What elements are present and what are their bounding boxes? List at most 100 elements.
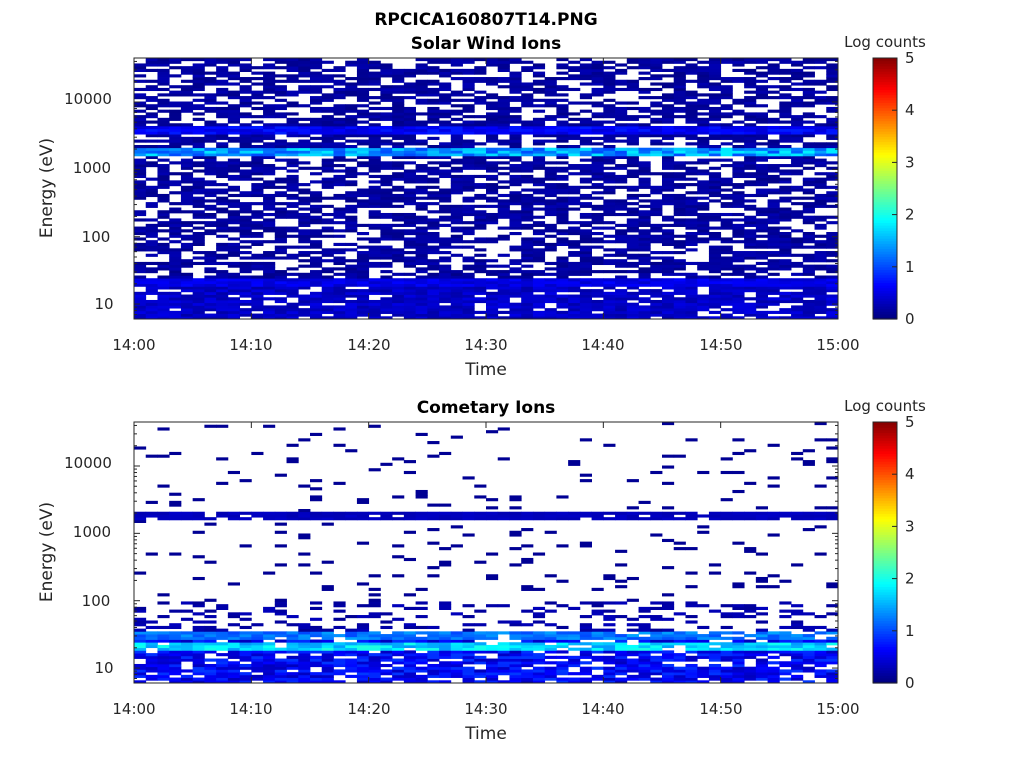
heatmap-cell bbox=[392, 294, 405, 298]
heatmap-cell bbox=[227, 212, 240, 217]
heatmap-cell bbox=[157, 267, 170, 271]
heatmap-cell bbox=[321, 147, 334, 151]
heatmap-cell bbox=[180, 210, 194, 214]
heatmap-cell bbox=[755, 270, 768, 274]
heatmap-cell bbox=[826, 147, 839, 151]
heatmap-cell bbox=[497, 101, 510, 105]
heatmap-cell bbox=[427, 120, 440, 124]
heatmap-cell bbox=[157, 169, 170, 173]
heatmap-cell bbox=[767, 204, 780, 208]
heatmap-cell bbox=[685, 302, 698, 306]
heatmap-cell bbox=[356, 291, 370, 295]
heatmap-cell bbox=[427, 172, 440, 176]
heatmap-cell bbox=[321, 185, 334, 189]
heatmap-cell bbox=[662, 150, 675, 154]
heatmap-cell bbox=[626, 226, 639, 230]
heatmap-cell bbox=[474, 183, 487, 187]
heatmap-cell bbox=[556, 85, 569, 89]
heatmap-cell bbox=[286, 180, 299, 184]
heatmap-cell bbox=[673, 183, 686, 187]
heatmap-cell bbox=[720, 251, 733, 255]
heatmap-cell bbox=[814, 215, 827, 219]
heatmap-cell bbox=[708, 212, 722, 217]
heatmap-cell bbox=[310, 142, 323, 146]
heatmap-cell bbox=[638, 669, 651, 673]
heatmap-cell bbox=[685, 240, 698, 244]
heatmap-cell bbox=[251, 147, 264, 151]
colorbar-cell bbox=[873, 206, 897, 210]
heatmap-cell bbox=[345, 642, 358, 646]
colorbar-cell bbox=[873, 131, 897, 135]
heatmap-cell bbox=[145, 313, 158, 317]
heatmap-cell bbox=[755, 74, 768, 78]
heatmap-cell bbox=[427, 642, 440, 646]
heatmap-cell bbox=[427, 166, 440, 170]
colorbar-cell bbox=[873, 128, 897, 132]
heatmap-cell bbox=[333, 117, 346, 121]
heatmap-cell bbox=[345, 310, 358, 314]
heatmap-cell bbox=[321, 79, 334, 83]
heatmap-cell bbox=[509, 142, 522, 146]
heatmap-cell bbox=[286, 639, 299, 643]
heatmap-cell bbox=[427, 305, 440, 309]
heatmap-cell bbox=[415, 207, 428, 211]
heatmap-cell bbox=[662, 677, 675, 681]
heatmap-cell bbox=[509, 663, 522, 668]
heatmap-cell bbox=[720, 221, 733, 225]
heatmap-cell bbox=[321, 117, 334, 121]
heatmap-cell bbox=[462, 120, 475, 124]
heatmap-cell bbox=[216, 58, 229, 62]
heatmap-cell bbox=[356, 642, 370, 646]
heatmap-cell bbox=[744, 232, 757, 236]
heatmap-cell bbox=[697, 139, 710, 143]
heatmap-cell bbox=[310, 294, 323, 298]
heatmap-cell bbox=[568, 131, 581, 135]
heatmap-cell bbox=[673, 289, 686, 293]
heatmap-cell bbox=[579, 109, 592, 113]
heatmap-cell bbox=[439, 286, 452, 290]
heatmap-cell bbox=[345, 139, 358, 143]
heatmap-cell bbox=[427, 58, 440, 62]
heatmap-cell bbox=[251, 177, 264, 181]
heatmap-cell bbox=[263, 134, 276, 138]
heatmap-cell bbox=[532, 316, 546, 320]
heatmap-cell bbox=[509, 58, 522, 62]
heatmap-cell bbox=[767, 661, 780, 665]
heatmap-cell bbox=[697, 85, 710, 89]
heatmap-cell bbox=[450, 145, 463, 149]
heatmap-cell bbox=[157, 223, 170, 227]
heatmap-cell bbox=[450, 136, 463, 140]
heatmap-cell bbox=[568, 145, 581, 149]
heatmap-cell bbox=[521, 308, 534, 312]
heatmap-cell bbox=[157, 221, 170, 225]
heatmap-cell bbox=[486, 294, 499, 298]
heatmap-cell bbox=[755, 642, 768, 646]
heatmap-cell bbox=[497, 131, 510, 135]
heatmap-cell bbox=[392, 650, 405, 654]
heatmap-cell bbox=[380, 191, 393, 195]
heatmap-cell bbox=[755, 66, 768, 70]
heatmap-cell bbox=[603, 259, 616, 263]
heatmap-cell bbox=[321, 234, 334, 238]
heatmap-cell bbox=[826, 71, 839, 75]
heatmap-cell bbox=[638, 234, 651, 238]
heatmap-cell bbox=[251, 232, 264, 236]
heatmap-cell bbox=[708, 264, 722, 268]
y-tick-label: 100 bbox=[82, 228, 111, 246]
heatmap-cell bbox=[697, 185, 710, 189]
heatmap-cell bbox=[497, 283, 510, 287]
heatmap-cell bbox=[239, 112, 252, 116]
heatmap-cell bbox=[204, 672, 217, 676]
heatmap-cell bbox=[333, 663, 346, 668]
heatmap-cell bbox=[192, 302, 205, 306]
heatmap-cell bbox=[532, 199, 546, 203]
heatmap-cell bbox=[509, 180, 522, 184]
heatmap-cell bbox=[779, 180, 792, 184]
heatmap-cell bbox=[380, 642, 393, 646]
heatmap-cell bbox=[744, 256, 757, 260]
heatmap-cell bbox=[450, 174, 463, 179]
heatmap-cell bbox=[591, 674, 604, 678]
heatmap-cell bbox=[392, 142, 405, 146]
heatmap-cell bbox=[486, 177, 499, 181]
heatmap-cell bbox=[134, 210, 147, 214]
